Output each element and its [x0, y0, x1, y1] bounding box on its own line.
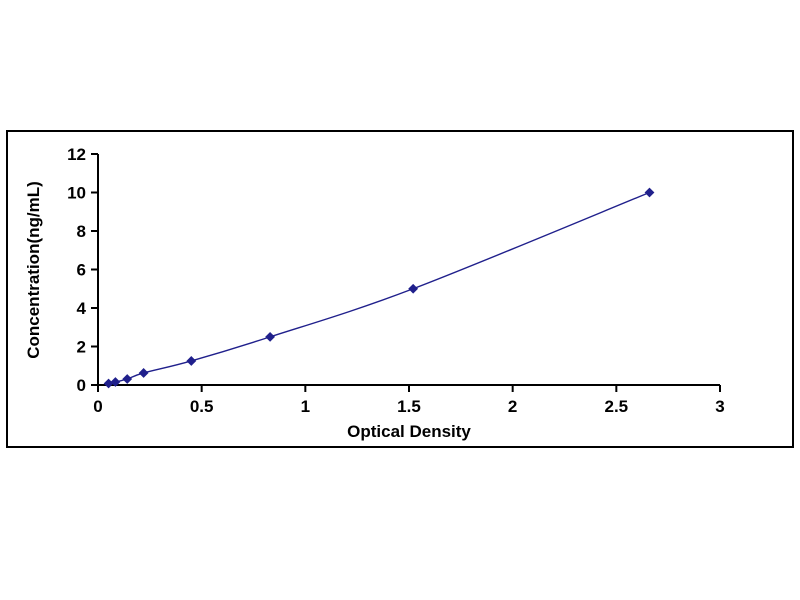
data-point-marker [122, 374, 133, 384]
y-tick-label: 0 [77, 376, 86, 395]
y-tick-label: 12 [67, 145, 86, 164]
data-point-marker [186, 356, 197, 366]
data-point-marker [103, 378, 114, 389]
x-tick-label: 3 [715, 397, 724, 416]
data-point-marker [138, 368, 149, 378]
data-point-marker [265, 331, 275, 342]
x-axis-title: Optical Density [347, 422, 471, 441]
data-point-marker [110, 377, 121, 387]
y-tick-label: 8 [77, 222, 86, 241]
y-axis-title: Concentration(ng/mL) [24, 181, 43, 359]
plot-area: 0 0.5 1 1.5 2 2.5 3 0 2 4 6 8 10 12 [67, 145, 725, 416]
data-point-marker [408, 283, 419, 294]
y-tick-label: 10 [67, 184, 86, 203]
x-tick-label: 2.5 [605, 397, 629, 416]
x-tick-label: 1.5 [397, 397, 421, 416]
data-point-marker [644, 187, 655, 198]
x-tick-label: 2 [508, 397, 517, 416]
curve-line [108, 191, 650, 385]
x-tick-label: 1 [301, 397, 310, 416]
x-tick-label: 0 [93, 397, 102, 416]
x-tick-label: 0.5 [190, 397, 214, 416]
y-tick-label: 4 [77, 299, 87, 318]
y-tick-label: 6 [77, 261, 86, 280]
y-tick-label: 2 [77, 338, 86, 357]
chart-frame: 0 0.5 1 1.5 2 2.5 3 0 2 4 6 8 10 12 Concentration(ng/… [6, 130, 794, 448]
